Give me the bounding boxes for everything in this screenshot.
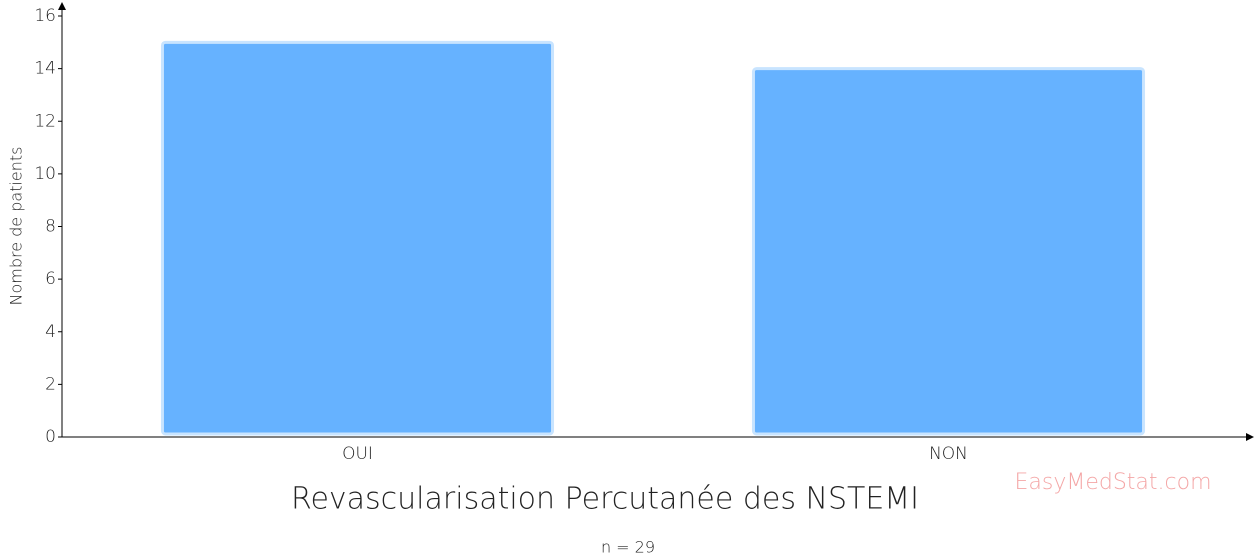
y-tick-label: 2 (45, 374, 56, 394)
annotation: n = 29 (601, 538, 655, 555)
y-tick-label: 12 (34, 111, 56, 131)
y-tick-label: 8 (45, 217, 56, 237)
y-tick-label: 6 (45, 269, 56, 289)
y-tick-label: 4 (45, 322, 56, 342)
x-axis-label: Revascularisation Percutanée des NSTEMI (291, 482, 919, 517)
x-tick-label: OUI (342, 444, 373, 464)
y-tick-label: 14 (34, 59, 56, 79)
x-axis-arrow (1246, 433, 1254, 441)
y-axis-arrow (58, 2, 66, 10)
y-tick-label: 16 (34, 6, 56, 26)
bar (160, 40, 555, 436)
x-tick-label: NON (929, 444, 968, 464)
bar (751, 67, 1146, 436)
y-axis-label: Nombre de patients (7, 146, 26, 305)
y-tick-label: 10 (34, 164, 56, 184)
watermark: EasyMedStat.com (1014, 470, 1211, 495)
y-tick-label: 0 (45, 427, 56, 447)
